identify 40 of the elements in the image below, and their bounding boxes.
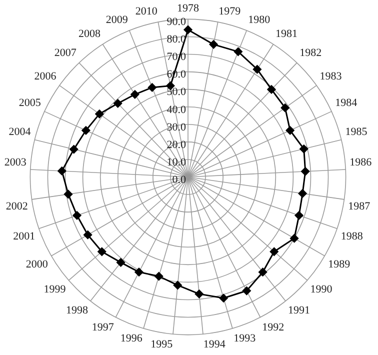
spoke-label: 1993 bbox=[234, 332, 256, 345]
spoke-label: 2008 bbox=[78, 28, 102, 40]
spoke-label: 1984 bbox=[335, 97, 358, 110]
spoke-label: 1981 bbox=[275, 28, 298, 40]
y-tick-label: 40.0 bbox=[166, 104, 186, 116]
spoke-label: 1982 bbox=[300, 47, 322, 60]
spoke-label: 1980 bbox=[248, 14, 271, 26]
y-tick-label: 0.0 bbox=[172, 174, 186, 186]
spoke-label: 1988 bbox=[340, 230, 364, 242]
y-tick-label: 20.0 bbox=[166, 138, 186, 151]
spoke-label: 1987 bbox=[348, 200, 371, 213]
spoke-label: 1995 bbox=[150, 338, 174, 351]
spoke-label: 2004 bbox=[8, 126, 32, 138]
spoke-label: 1999 bbox=[44, 283, 66, 296]
spoke-label: 1994 bbox=[203, 338, 226, 351]
spoke-label: 2000 bbox=[26, 258, 48, 270]
y-tick-label: 30.0 bbox=[166, 121, 186, 134]
spoke-label: 2006 bbox=[34, 70, 57, 82]
y-tick-label: 10.0 bbox=[166, 156, 186, 168]
spoke-label: 2003 bbox=[4, 156, 27, 169]
spoke-label: 2007 bbox=[54, 47, 77, 60]
spoke-label: 1978 bbox=[177, 2, 200, 14]
spoke-label: 2005 bbox=[18, 97, 42, 110]
spoke-label: 2001 bbox=[13, 230, 36, 242]
spoke-label: 1989 bbox=[328, 258, 351, 270]
spoke-label: 1985 bbox=[345, 126, 368, 138]
spoke-label: 1986 bbox=[350, 156, 372, 169]
spoke-label: 1990 bbox=[310, 283, 333, 296]
spoke-label: 1979 bbox=[218, 5, 242, 18]
y-tick-label: 50.0 bbox=[166, 86, 186, 98]
spoke-label: 2010 bbox=[135, 5, 158, 18]
spoke-label: 1991 bbox=[288, 304, 310, 317]
spoke-label: 1992 bbox=[262, 321, 284, 334]
y-tick-label: 90.0 bbox=[166, 16, 186, 28]
spoke-label: 1997 bbox=[92, 321, 114, 334]
spoke-label: 1996 bbox=[120, 332, 143, 345]
spoke-label: 2002 bbox=[6, 200, 28, 213]
spoke-label: 1998 bbox=[66, 304, 88, 317]
spoke-label: 1983 bbox=[320, 70, 342, 82]
spoke-label: 2009 bbox=[106, 14, 128, 26]
